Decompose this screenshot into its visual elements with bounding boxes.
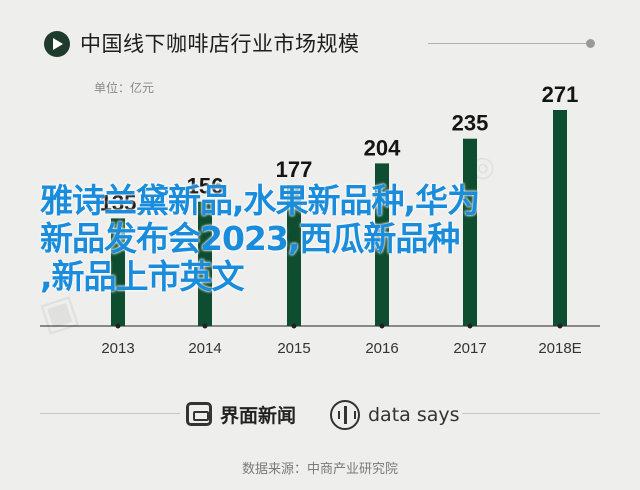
axis-tick-dot [467,323,473,329]
chart-header: 中国线下咖啡店行业市场规模 单位：亿元 [0,0,640,120]
data-label: 204 [364,135,401,160]
overlay-line-2: 新品发布会2023,西瓜新品种 [40,219,460,258]
axis-tick-dot [379,323,385,329]
data-says-logo-icon [330,400,360,430]
footer-divider-right [462,413,600,414]
data-label: 156 [187,174,224,199]
overlay-text: 雅诗兰黛新品,水果新品种,华为 新品发布会2023,西瓜新品种 ,新品上市英文 [40,182,600,296]
data-label: 177 [276,157,313,182]
data-says-logo: data says [330,399,460,431]
bar-2015 [287,184,301,326]
bar-2013 [111,218,125,326]
jiemian-logo-icon [186,402,212,426]
overlay-line-3: ,新品上市英文 [40,257,245,296]
x-tick-label: 2016 [365,340,398,357]
data-says-name: data says [368,404,460,426]
play-icon [44,31,70,57]
x-tick-label: 2015 [277,340,310,357]
bar-2017 [463,138,477,326]
overlay-line-1: 雅诗兰黛新品,水果新品种,华为 [40,181,480,220]
axis-tick-dot [115,323,121,329]
footer-divider-left [40,413,180,414]
title-divider [428,43,588,44]
data-label: 235 [452,111,489,136]
x-tick-label: 2018E [538,340,581,357]
axis-tick-dot [202,323,208,329]
data-label: 271 [542,82,579,107]
brand-logo: 界面新闻 [186,399,296,429]
x-tick-label: 2017 [453,340,486,357]
axis-tick-dot [557,323,563,329]
x-tick-label: 2014 [188,340,221,357]
bar-chart: 135 2013 156 2014 177 2015 204 2016 235 2017 271 20… [40,82,600,357]
brand-name: 界面新闻 [220,404,297,427]
bar-2018E [553,110,567,326]
data-label: 135 [100,190,137,215]
source-note: 数据来源：中商产业研究院 [241,462,398,477]
title-divider-dot [586,39,595,48]
unit-label: 单位：亿元 [94,81,155,95]
axis-tick-dot [291,323,297,329]
bar-2016 [375,163,389,326]
chart-title: 中国线下咖啡店行业市场规模 [80,32,360,56]
x-tick-label: 2013 [101,340,134,357]
bar-2014 [198,201,212,326]
